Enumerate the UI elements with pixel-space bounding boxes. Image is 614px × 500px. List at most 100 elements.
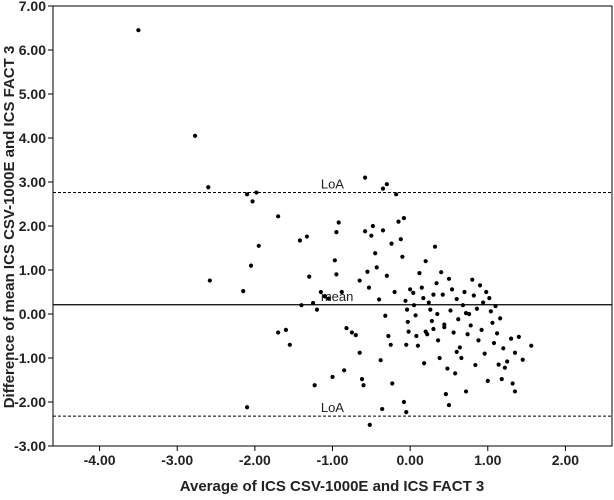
data-point	[481, 300, 486, 305]
data-point	[369, 233, 374, 238]
plot-frame	[52, 5, 613, 447]
x-tick-label: 0.00	[397, 452, 424, 468]
data-point	[380, 186, 386, 191]
data-point	[330, 374, 335, 380]
data-point	[367, 422, 372, 427]
data-point	[363, 175, 368, 180]
loa-label: LoA	[321, 177, 344, 192]
y-tick-label: 1.00	[19, 262, 46, 278]
data-point	[501, 346, 506, 351]
data-point	[445, 366, 450, 371]
y-tick-label: -2.00	[14, 394, 46, 410]
data-point	[484, 289, 489, 295]
x-axis-ticks: -4.00 -3.00 -2.00 -1.00 0.00 1.00 2.00	[84, 446, 579, 468]
y-tick-label: 4.00	[19, 130, 46, 146]
data-point	[448, 308, 453, 313]
data-point	[490, 320, 495, 325]
x-tick-label: -2.00	[239, 452, 271, 468]
data-point	[404, 342, 409, 347]
data-point	[374, 265, 379, 270]
data-point	[248, 263, 254, 268]
data-point	[389, 241, 394, 246]
data-point	[254, 190, 259, 195]
data-point	[423, 259, 428, 264]
data-point	[376, 297, 382, 302]
data-point	[496, 362, 501, 367]
data-point	[342, 368, 347, 373]
data-point	[457, 345, 462, 350]
data-point	[357, 350, 362, 355]
y-tick-label: -1.00	[14, 350, 46, 366]
data-point	[378, 358, 383, 363]
data-point	[276, 214, 281, 219]
data-point	[322, 294, 327, 299]
data-point	[431, 326, 436, 332]
y-tick-label: -3.00	[14, 438, 46, 454]
data-point	[404, 307, 410, 312]
y-tick-label: 5.00	[19, 86, 46, 102]
y-axis-ticks: -3.00 -2.00 -1.00 0.00 1.00 2.00 3.00 4.00 5.00 6…	[14, 0, 53, 454]
data-point	[435, 338, 441, 343]
data-point	[304, 234, 309, 239]
data-point	[405, 319, 410, 325]
data-point	[498, 316, 503, 321]
data-point	[471, 293, 476, 298]
data-point	[363, 229, 368, 234]
data-point	[502, 365, 507, 370]
data-point	[339, 289, 344, 295]
data-point	[488, 309, 493, 314]
data-point	[411, 303, 417, 308]
data-point	[359, 377, 365, 382]
data-point	[434, 281, 439, 286]
data-points	[136, 28, 534, 427]
data-point	[422, 361, 427, 366]
data-point	[244, 192, 250, 197]
data-point	[394, 192, 399, 197]
data-point	[365, 269, 370, 274]
data-point	[408, 287, 413, 292]
data-point	[297, 238, 302, 243]
data-point	[283, 327, 289, 332]
data-point	[454, 349, 459, 354]
data-point	[512, 389, 518, 394]
data-point	[383, 313, 388, 318]
data-point	[244, 405, 250, 410]
data-point	[442, 325, 447, 330]
data-point	[482, 351, 487, 356]
data-point	[462, 289, 467, 295]
y-tick-label: 6.00	[19, 42, 46, 58]
data-point	[487, 296, 492, 301]
data-point	[485, 378, 490, 383]
data-point	[477, 283, 483, 288]
data-point	[446, 276, 452, 281]
data-point	[456, 317, 461, 322]
data-point	[476, 338, 481, 343]
data-point	[384, 273, 389, 278]
data-point	[241, 289, 246, 294]
data-point	[398, 237, 403, 242]
data-point	[401, 215, 407, 221]
x-tick-label: -4.00	[84, 452, 116, 468]
data-point	[136, 28, 141, 33]
data-point	[512, 350, 518, 355]
data-point	[401, 399, 407, 405]
data-point	[465, 332, 470, 337]
y-tick-label: 0.00	[19, 306, 46, 322]
data-point	[499, 377, 504, 382]
data-point	[336, 220, 341, 225]
data-point	[299, 303, 304, 308]
data-point	[332, 258, 337, 263]
data-point	[451, 330, 456, 335]
data-point	[421, 296, 426, 301]
data-point	[380, 228, 386, 233]
data-point	[250, 199, 255, 204]
x-tick-label: -1.00	[317, 452, 349, 468]
data-point	[192, 133, 198, 138]
data-point	[463, 311, 469, 316]
x-tick-label: 2.00	[552, 452, 579, 468]
data-point	[344, 325, 349, 331]
data-point	[334, 230, 339, 235]
data-point	[312, 383, 317, 388]
